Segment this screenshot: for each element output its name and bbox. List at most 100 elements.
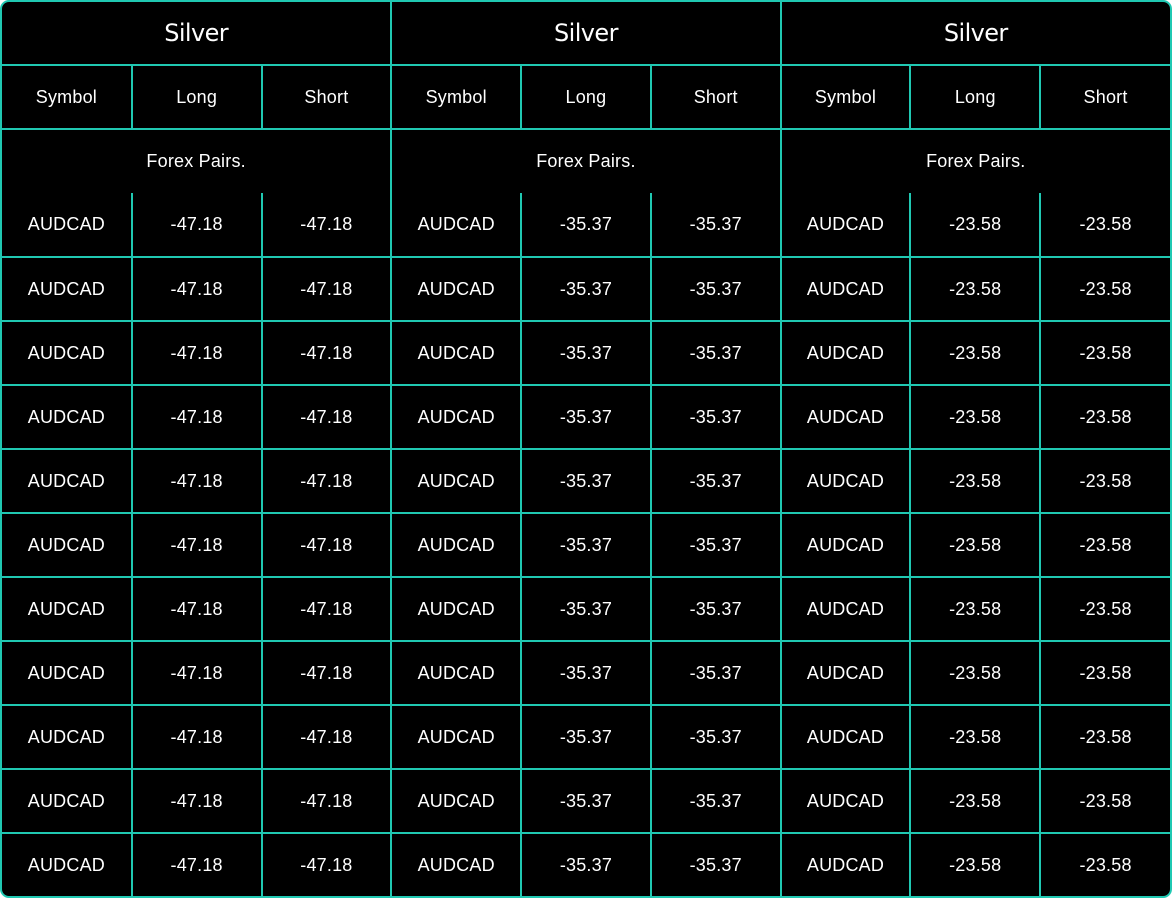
long-cell: -47.18 bbox=[130, 448, 263, 514]
short-cell: -23.58 bbox=[1039, 256, 1170, 322]
symbol-cell: AUDCAD bbox=[390, 193, 523, 258]
group-title-silver-3: Silver bbox=[779, 2, 1170, 66]
long-cell: -35.37 bbox=[520, 576, 652, 642]
group-title-silver-2: Silver bbox=[390, 2, 782, 66]
short-cell: -35.37 bbox=[649, 512, 782, 578]
long-cell: -23.58 bbox=[909, 832, 1042, 896]
symbol-cell: AUDCAD bbox=[779, 768, 912, 834]
short-cell: -35.37 bbox=[649, 640, 782, 706]
long-cell: -23.58 bbox=[909, 704, 1042, 770]
symbol-cell: AUDCAD bbox=[390, 832, 523, 896]
long-cell: -35.37 bbox=[520, 193, 652, 258]
category-label: Forex Pairs. bbox=[779, 128, 1170, 193]
column-header-long: Long bbox=[520, 64, 652, 130]
table-row: AUDCAD -47.18 -47.18 AUDCAD -35.37 -35.37 AUDC… bbox=[2, 832, 1170, 896]
symbol-cell: AUDCAD bbox=[390, 512, 523, 578]
symbol-cell: AUDCAD bbox=[2, 256, 133, 322]
symbol-cell: AUDCAD bbox=[2, 320, 133, 386]
short-cell: -47.18 bbox=[260, 704, 393, 770]
column-header-short: Short bbox=[649, 64, 782, 130]
short-cell: -35.37 bbox=[649, 193, 782, 258]
symbol-cell: AUDCAD bbox=[2, 768, 133, 834]
long-cell: -35.37 bbox=[520, 704, 652, 770]
long-cell: -47.18 bbox=[130, 576, 263, 642]
symbol-cell: AUDCAD bbox=[779, 256, 912, 322]
short-cell: -35.37 bbox=[649, 320, 782, 386]
long-cell: -23.58 bbox=[909, 256, 1042, 322]
short-cell: -23.58 bbox=[1039, 384, 1170, 450]
short-cell: -35.37 bbox=[649, 256, 782, 322]
category-row: Forex Pairs. Forex Pairs. Forex Pairs. bbox=[2, 128, 1170, 193]
column-header-row: Symbol Long Short Symbol Long Short Symb… bbox=[2, 64, 1170, 130]
short-cell: -47.18 bbox=[260, 193, 393, 258]
long-cell: -35.37 bbox=[520, 256, 652, 322]
long-cell: -47.18 bbox=[130, 704, 263, 770]
symbol-cell: AUDCAD bbox=[2, 512, 133, 578]
short-cell: -35.37 bbox=[649, 384, 782, 450]
symbol-cell: AUDCAD bbox=[2, 193, 133, 258]
short-cell: -35.37 bbox=[649, 704, 782, 770]
long-cell: -47.18 bbox=[130, 640, 263, 706]
long-cell: -23.58 bbox=[909, 320, 1042, 386]
long-cell: -35.37 bbox=[520, 384, 652, 450]
group-title-silver-1: Silver bbox=[2, 2, 393, 66]
symbol-cell: AUDCAD bbox=[390, 256, 523, 322]
short-cell: -23.58 bbox=[1039, 576, 1170, 642]
long-cell: -47.18 bbox=[130, 256, 263, 322]
category-label: Forex Pairs. bbox=[390, 128, 782, 193]
short-cell: -23.58 bbox=[1039, 448, 1170, 514]
symbol-cell: AUDCAD bbox=[2, 448, 133, 514]
category-label: Forex Pairs. bbox=[2, 128, 393, 193]
short-cell: -47.18 bbox=[260, 768, 393, 834]
symbol-cell: AUDCAD bbox=[390, 640, 523, 706]
long-cell: -47.18 bbox=[130, 193, 263, 258]
long-cell: -35.37 bbox=[520, 448, 652, 514]
column-header-short: Short bbox=[260, 64, 393, 130]
table-row: AUDCAD -47.18 -47.18 AUDCAD -35.37 -35.37 AUDC… bbox=[2, 768, 1170, 834]
symbol-cell: AUDCAD bbox=[779, 576, 912, 642]
long-cell: -23.58 bbox=[909, 576, 1042, 642]
long-cell: -35.37 bbox=[520, 640, 652, 706]
column-header-short: Short bbox=[1039, 64, 1170, 130]
group-title-row: Silver Silver Silver bbox=[2, 2, 1170, 66]
short-cell: -23.58 bbox=[1039, 832, 1170, 896]
long-cell: -35.37 bbox=[520, 512, 652, 578]
symbol-cell: AUDCAD bbox=[2, 832, 133, 896]
long-cell: -47.18 bbox=[130, 768, 263, 834]
short-cell: -23.58 bbox=[1039, 320, 1170, 386]
short-cell: -47.18 bbox=[260, 640, 393, 706]
column-header-long: Long bbox=[909, 64, 1042, 130]
long-cell: -23.58 bbox=[909, 640, 1042, 706]
long-cell: -23.58 bbox=[909, 512, 1042, 578]
short-cell: -35.37 bbox=[649, 448, 782, 514]
column-header-symbol: Symbol bbox=[2, 64, 133, 130]
table-row: AUDCAD -47.18 -47.18 AUDCAD -35.37 -35.37 AUDC… bbox=[2, 640, 1170, 706]
symbol-cell: AUDCAD bbox=[779, 704, 912, 770]
symbol-cell: AUDCAD bbox=[390, 576, 523, 642]
table-row: AUDCAD -47.18 -47.18 AUDCAD -35.37 -35.37 AUDC… bbox=[2, 384, 1170, 450]
table-row: AUDCAD -47.18 -47.18 AUDCAD -35.37 -35.37 AUDC… bbox=[2, 448, 1170, 514]
table-row: AUDCAD -47.18 -47.18 AUDCAD -35.37 -35.37 AUDC… bbox=[2, 256, 1170, 322]
symbol-cell: AUDCAD bbox=[779, 193, 912, 258]
column-header-long: Long bbox=[130, 64, 263, 130]
symbol-cell: AUDCAD bbox=[390, 320, 523, 386]
symbol-cell: AUDCAD bbox=[2, 576, 133, 642]
symbol-cell: AUDCAD bbox=[779, 448, 912, 514]
short-cell: -35.37 bbox=[649, 576, 782, 642]
long-cell: -47.18 bbox=[130, 320, 263, 386]
short-cell: -47.18 bbox=[260, 320, 393, 386]
symbol-cell: AUDCAD bbox=[779, 640, 912, 706]
short-cell: -35.37 bbox=[649, 832, 782, 896]
column-header-symbol: Symbol bbox=[779, 64, 912, 130]
symbol-cell: AUDCAD bbox=[2, 704, 133, 770]
short-cell: -47.18 bbox=[260, 384, 393, 450]
long-cell: -35.37 bbox=[520, 768, 652, 834]
long-cell: -35.37 bbox=[520, 320, 652, 386]
symbol-cell: AUDCAD bbox=[390, 384, 523, 450]
long-cell: -23.58 bbox=[909, 384, 1042, 450]
long-cell: -47.18 bbox=[130, 832, 263, 896]
long-cell: -23.58 bbox=[909, 768, 1042, 834]
data-rows: AUDCAD -47.18 -47.18 AUDCAD -35.37 -35.37 AUDC… bbox=[2, 193, 1170, 896]
